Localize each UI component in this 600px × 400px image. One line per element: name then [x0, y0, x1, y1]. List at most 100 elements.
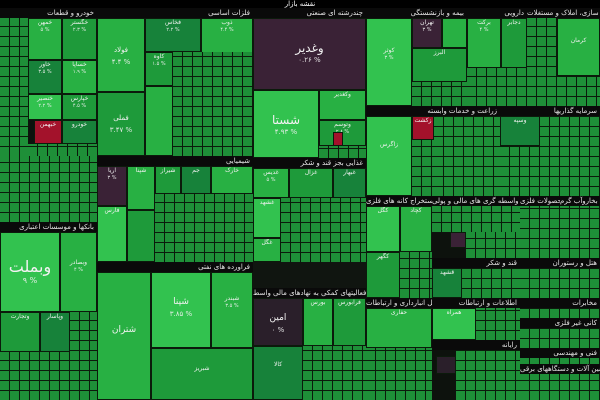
- tile-vebmellat[interactable]: وبملت ۹ %: [0, 232, 60, 312]
- tile-shiraz[interactable]: شیراز: [155, 166, 181, 194]
- tile-ghalbor[interactable]: غبهار: [333, 168, 366, 198]
- sector-title: زراعت و خدمات وابسته: [366, 106, 500, 116]
- tile-vaghadir[interactable]: وغدیر ۰.۲۶ %: [253, 18, 366, 90]
- sector-chandreshte[interactable]: چندرشته ای صنعتی وغدیر ۰.۲۶ % شستا ۴.۹۳ % …: [253, 8, 366, 158]
- sector-zeraat[interactable]: زراعت و خدمات وابسته زاگرس زکشت: [366, 106, 500, 196]
- tile-kegol[interactable]: کگل: [366, 206, 400, 252]
- tile-felezat-other[interactable]: [145, 86, 173, 156]
- tile-bime-a[interactable]: تهران ۳ %: [412, 18, 442, 48]
- sector-title: فراورده های نفتی: [97, 262, 253, 272]
- map-title: نقشه بازار: [0, 0, 600, 8]
- tile-khark[interactable]: خارک: [211, 166, 253, 194]
- tile-femli[interactable]: فملی ۳.۴۷ %: [97, 92, 145, 156]
- sector-daroei[interactable]: دارویی برکت ۴ % دجابر: [467, 8, 527, 106]
- sector-mostaghelat[interactable]: انبوه سازی، املاک و مستغلات کرمان: [527, 8, 600, 106]
- sector-vasete[interactable]: واسطه گری های مالی و پولی: [432, 196, 520, 258]
- tile-amin[interactable]: امین ۰ %: [253, 298, 303, 346]
- tile-ghezal[interactable]: غزال: [289, 168, 333, 198]
- sector-etelaat[interactable]: اطلاعات و ارتباطات همراه: [432, 298, 520, 340]
- tile-faraboors[interactable]: فرابورس: [333, 298, 366, 346]
- tile-khnkas[interactable]: خنصیر ۲.۲ %: [28, 94, 62, 120]
- sector-title: بانکها و موسسات اعتباری: [0, 222, 97, 232]
- tile-vetejarat[interactable]: وتجارت: [0, 312, 40, 352]
- tile-red-small[interactable]: [333, 132, 343, 146]
- tile-sarm-a[interactable]: وسپه: [500, 116, 540, 146]
- tile-faspadana[interactable]: فخاس ۲.۲ %: [145, 18, 201, 52]
- sector-barghi[interactable]: عرضه برق، گاز، بخاروآب گرم: [560, 196, 600, 258]
- sector-khodro[interactable]: خودرو و قطعات خمهن ۵ % خگستر ۲.۳ % خاور ۳.۵…: [0, 8, 97, 156]
- sector-faaliat-komaki[interactable]: فعالیتهای کمکی به نهادهای مالی واسط امین…: [253, 288, 366, 400]
- sector-title: استخراج کانه های فلزی: [366, 196, 432, 206]
- sector-title: اطلاعات و ارتباطات: [432, 298, 520, 308]
- tile-kechad[interactable]: کچاد: [400, 206, 432, 252]
- tile-shbriz[interactable]: شبریز: [151, 348, 253, 400]
- sector-haml[interactable]: حمل و نقل انبارداری و ارتباطات حفاری: [366, 298, 432, 400]
- sector-bankha[interactable]: بانکها و موسسات اعتباری وبملت ۹ % وبصادر ۴…: [0, 222, 97, 400]
- tile-rayane-dark[interactable]: [436, 356, 456, 374]
- tile-bime-other[interactable]: [442, 18, 467, 48]
- tile-zaar[interactable]: زکشت: [412, 116, 434, 140]
- tile-mostagh-a[interactable]: کرمان: [557, 18, 600, 76]
- sector-mahsoolat-felezi[interactable]: محصولات فلزی: [520, 196, 560, 258]
- tile-shpna[interactable]: شپنا: [127, 166, 155, 210]
- sector-title: چندرشته ای صنعتی: [253, 8, 366, 18]
- tile-kharazmi[interactable]: وکغدیر: [319, 90, 366, 120]
- sector-fani[interactable]: فنی و مهندسی: [520, 348, 600, 364]
- sector-naftei[interactable]: فراورده های نفتی شتران شپنا ۳.۸۵ % شبندر ۳…: [97, 262, 253, 400]
- tile-ghesht[interactable]: غشهد: [253, 198, 281, 238]
- sector-hotel[interactable]: هتل و رستوران: [520, 258, 600, 298]
- tile-shetran[interactable]: شتران: [97, 272, 151, 400]
- sector-felezat[interactable]: فلزات اساسی فولاد ۴.۴ % فملی ۳.۴۷ % فخاس ۲.…: [97, 8, 253, 156]
- tile-khaversa[interactable]: خاور ۳.۵ %: [28, 60, 62, 94]
- tile-foolad[interactable]: فولاد ۴.۴ %: [97, 18, 145, 92]
- sector-rayane[interactable]: رایانه: [432, 340, 520, 400]
- tile-kaveh[interactable]: کاوه ۱.۵ %: [145, 52, 173, 86]
- tile-khpars[interactable]: خپارس ۴.۵ %: [62, 94, 97, 120]
- tile-daroo-b[interactable]: دجابر: [501, 18, 527, 68]
- sector-title: خودرو و قطعات: [0, 8, 97, 18]
- sector-estekhraj[interactable]: استخراج کانه های فلزی کگل کچاد کگهر: [366, 196, 432, 298]
- sector-title: رایانه: [432, 340, 520, 350]
- sector-shimiaei[interactable]: شیمیایی آریا ۳ % شپنا شیراز جم خارک فارس: [97, 156, 253, 262]
- tile-khodro[interactable]: خودرو: [62, 120, 97, 144]
- sector-bime[interactable]: بیمه و بازنشستگی کوثر ۳ % تهران ۳ % البرز: [366, 8, 467, 106]
- sector-mokhaberat[interactable]: مخابرات: [520, 298, 600, 318]
- tile-ghshahd[interactable]: قشهد: [432, 268, 462, 298]
- sector-ghazaei[interactable]: غذایی بجز قند و شکر غدیس ۵ % غزال غبهار غ…: [253, 158, 366, 262]
- tile-shimi-other[interactable]: [127, 210, 155, 262]
- tile-bime-c[interactable]: البرز: [412, 48, 467, 82]
- tile-vasete-dark[interactable]: [450, 232, 466, 248]
- tile-ghadis[interactable]: غدیس ۵ %: [253, 168, 289, 198]
- tile-arya[interactable]: آریا ۳ %: [97, 166, 127, 206]
- sector-dastgah[interactable]: ماشین آلات و دستگاههای برقی: [520, 364, 600, 400]
- tile-vebsader[interactable]: وبصادر ۴ %: [60, 232, 97, 312]
- sector-ghand[interactable]: قند و شکر قشهد: [432, 258, 520, 298]
- small-tiles: [0, 18, 28, 156]
- tile-daroo-a[interactable]: برکت ۴ %: [467, 18, 501, 68]
- tile-jam[interactable]: جم: [181, 166, 211, 194]
- tile-hafari[interactable]: حفاری: [366, 308, 432, 348]
- sector-sarmayegozari[interactable]: سرمایه گذاریها وسپه: [500, 106, 600, 196]
- tile-vepasar[interactable]: وپاسار: [40, 312, 70, 352]
- tile-kharamsa[interactable]: خساپا ۱.۹ %: [62, 60, 97, 94]
- tile-shbandar[interactable]: شبندر ۳.۵ %: [211, 272, 253, 348]
- tile-kegehar[interactable]: کگهر: [366, 252, 400, 298]
- tile-khemehan[interactable]: خمهن ۵ %: [28, 18, 62, 60]
- tile-zarrin[interactable]: زاگرس: [366, 116, 412, 196]
- tile-kala[interactable]: کالا: [253, 346, 303, 400]
- tile-khgostar[interactable]: خگستر ۲.۳ %: [62, 18, 97, 60]
- tile-khbahman[interactable]: خبهمن: [34, 120, 62, 144]
- tile-boors[interactable]: بورس: [303, 298, 333, 346]
- tile-hamrah[interactable]: همراه: [432, 308, 476, 340]
- sector-title: حمل و نقل انبارداری و ارتباطات: [366, 298, 432, 308]
- sector-kani[interactable]: کانی غیر فلزی: [520, 318, 600, 348]
- sector-title: فنی و مهندسی: [520, 348, 600, 358]
- sector-title: فعالیتهای کمکی به نهادهای مالی واسط: [253, 288, 366, 298]
- tile-fars[interactable]: فارس: [97, 206, 127, 262]
- tile-ghgol[interactable]: غگل: [253, 238, 281, 262]
- tile-shasta[interactable]: شستا ۴.۹۳ %: [253, 90, 319, 158]
- tile-bime-b[interactable]: کوثر ۳ %: [366, 18, 412, 106]
- sector-title: عرضه برق، گاز، بخاروآب گرم: [560, 196, 600, 206]
- tile-shpna2[interactable]: شپنا ۳.۸۵ %: [151, 272, 211, 348]
